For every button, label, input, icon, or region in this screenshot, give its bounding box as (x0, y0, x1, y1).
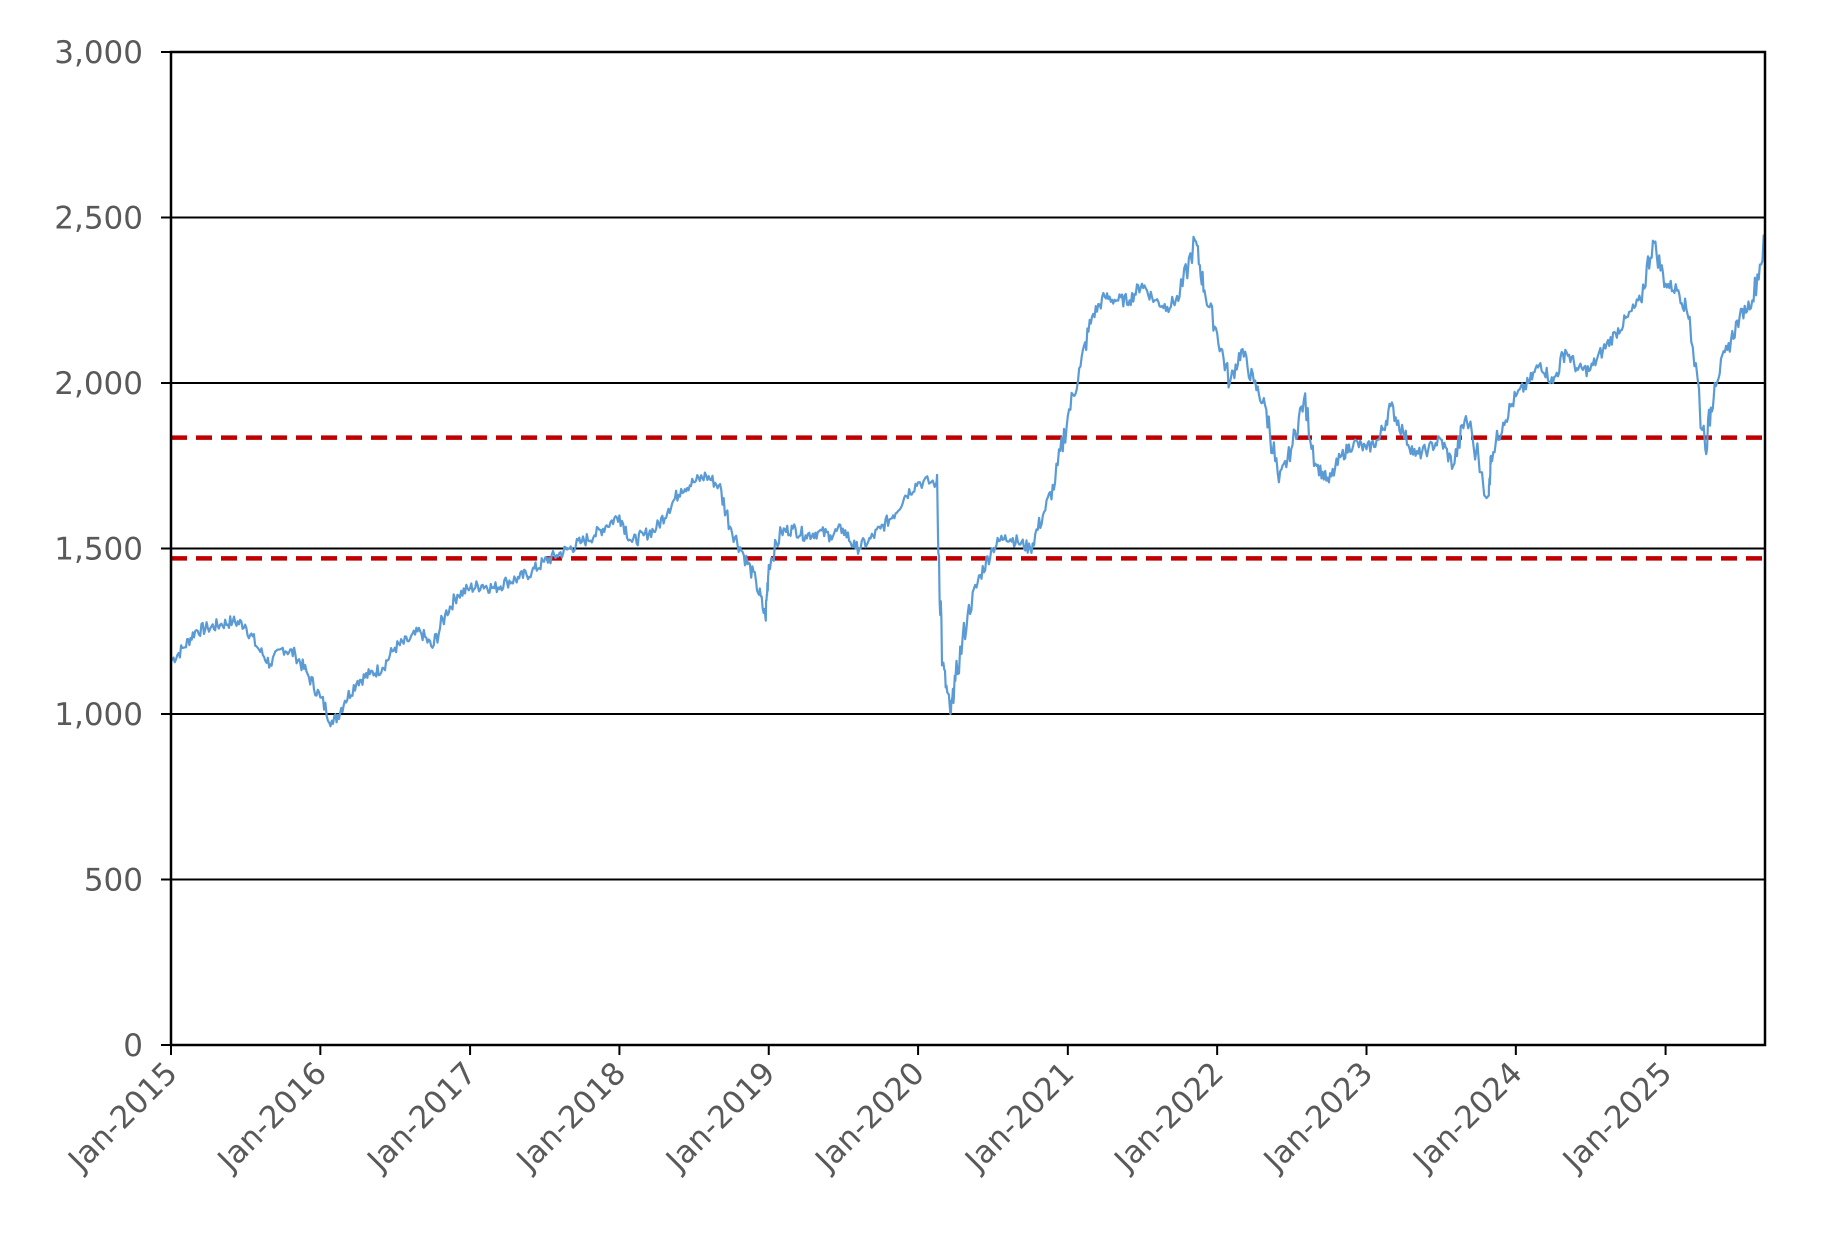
y-tick-label: 1,500 (54, 532, 143, 568)
y-tick-label: 0 (123, 1028, 143, 1064)
y-tick-label: 3,000 (54, 35, 143, 71)
y-tick-label: 500 (84, 863, 143, 899)
series-layer (170, 234, 1767, 728)
y-tick-label: 2,500 (54, 201, 143, 237)
plot-border (169, 50, 1767, 1047)
plot-frame (161, 50, 1767, 1055)
y-tick-label: 2,000 (54, 366, 143, 402)
y-axis-tick-labels: 0 500 1,000 1,500 2,000 2,500 3,000 (54, 35, 143, 1064)
series-line (170, 234, 1767, 728)
y-tick-label: 1,000 (54, 697, 143, 733)
